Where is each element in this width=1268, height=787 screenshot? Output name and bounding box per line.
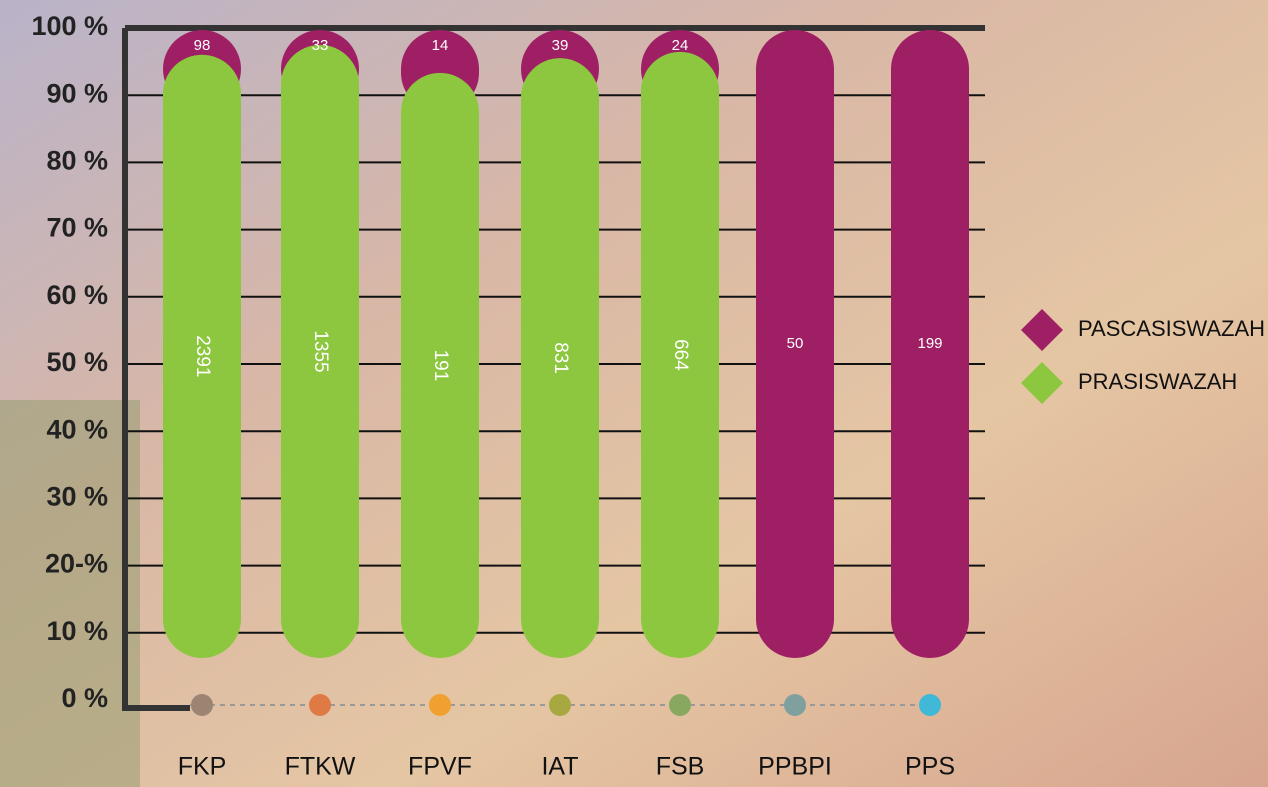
legend-marker: [1021, 362, 1063, 404]
value-label: 39: [552, 37, 569, 54]
y-tick-label: 50 %: [46, 347, 108, 377]
category-dot: [309, 694, 331, 716]
y-tick-label: 30 %: [46, 482, 108, 512]
y-tick-label: 10 %: [46, 616, 108, 646]
value-label: 831: [550, 342, 571, 374]
legend-label: PASCASISWAZAH: [1078, 316, 1265, 341]
x-tick-label: FPVF: [408, 753, 472, 781]
category-dot: [429, 694, 451, 716]
value-label: 1355: [310, 330, 331, 372]
value-label: 191: [430, 350, 451, 382]
value-label: 24: [672, 37, 689, 54]
bar-segment: [163, 54, 241, 659]
x-tick-label: FTKW: [285, 753, 356, 781]
legend-label: PRASISWAZAH: [1078, 369, 1237, 394]
bar-segment: [401, 72, 479, 658]
value-label: 50: [787, 335, 804, 352]
value-label: 2391: [192, 335, 213, 377]
y-tick-label: 0 %: [61, 683, 108, 713]
value-label: 199: [917, 335, 942, 352]
x-tick-label: IAT: [541, 753, 578, 781]
y-tick-label: 100 %: [31, 11, 108, 41]
x-tick-label: PPBPI: [758, 753, 832, 781]
value-label: 33: [312, 37, 329, 54]
value-label: 98: [194, 37, 211, 54]
y-tick-label: 70 %: [46, 213, 108, 243]
y-tick-label: 60 %: [46, 280, 108, 310]
bar-segment: [521, 58, 599, 658]
y-tick-label: 90 %: [46, 78, 108, 108]
bar-segment: [641, 51, 719, 658]
y-tick-label: 80 %: [46, 146, 108, 176]
value-label: 664: [670, 339, 691, 371]
category-dot: [919, 694, 941, 716]
legend-marker: [1021, 309, 1063, 351]
bar-segment: [756, 30, 834, 658]
category-dot: [669, 694, 691, 716]
category-dot: [549, 694, 571, 716]
axis-line: [122, 28, 190, 711]
y-tick-label: 40 %: [46, 414, 108, 444]
y-tick-label: 20-%: [45, 549, 108, 579]
background-foliage: [0, 400, 140, 787]
x-tick-label: PPS: [905, 753, 955, 781]
x-tick-label: FSB: [656, 753, 705, 781]
bar-segment: [281, 44, 359, 658]
bar-segment: [891, 30, 969, 658]
x-tick-label: FKP: [178, 753, 227, 781]
category-dot: [191, 694, 213, 716]
category-dot: [784, 694, 806, 716]
value-label: 14: [432, 37, 449, 54]
